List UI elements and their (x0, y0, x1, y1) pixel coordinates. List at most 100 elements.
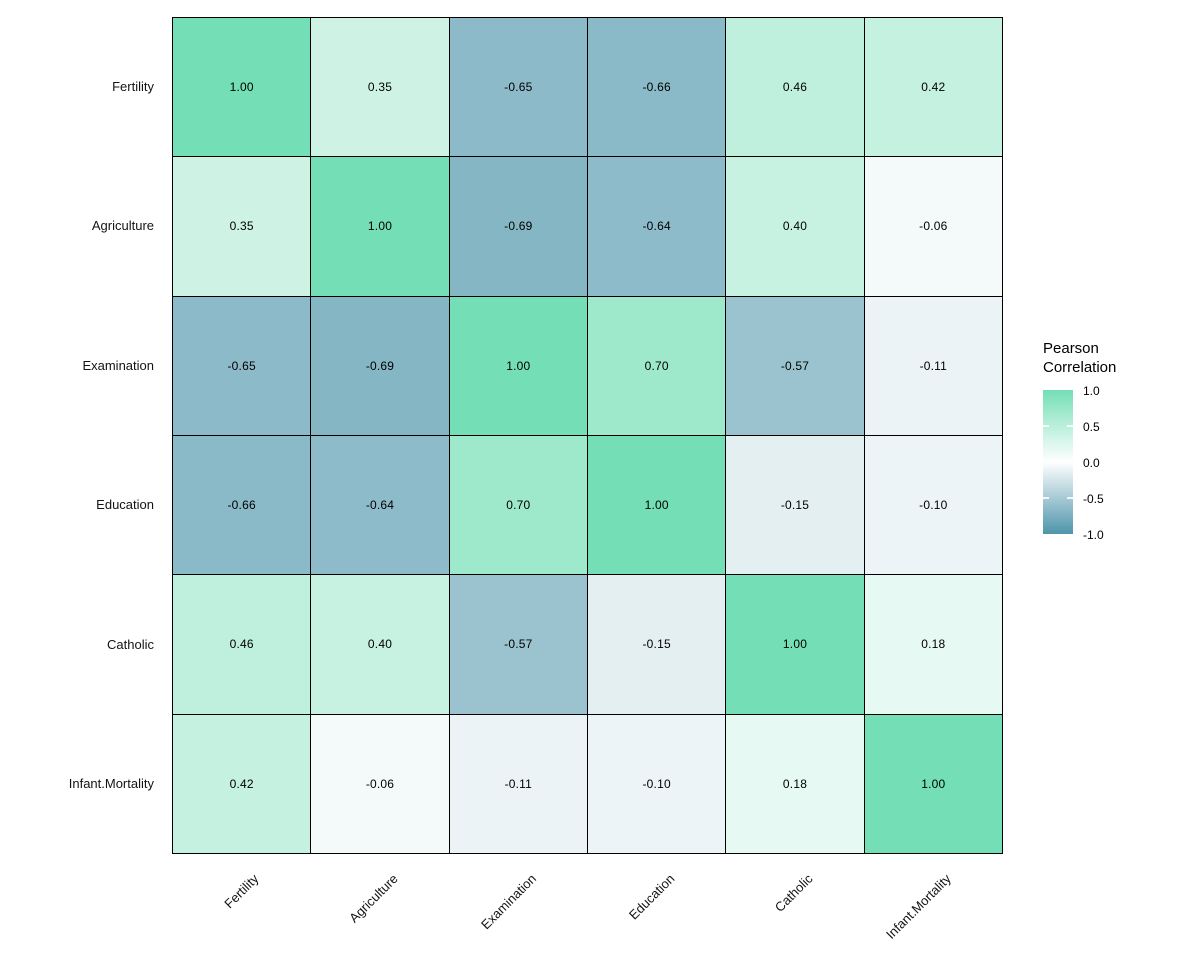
cell-value: -0.10 (919, 498, 948, 513)
heatmap-cell: 0.70 (587, 296, 726, 435)
cell-value: 1.00 (644, 498, 669, 513)
cell-value: 0.70 (644, 358, 669, 373)
heatmap-cell: -0.65 (449, 18, 587, 157)
heatmap-cell: -0.10 (864, 435, 1002, 575)
heatmap-cell: 0.42 (173, 714, 311, 853)
legend-gradient-bar (1043, 390, 1073, 534)
heatmap-cell: 0.40 (311, 575, 449, 714)
y-axis-label: Agriculture (91, 218, 154, 234)
cell-value: -0.69 (365, 358, 395, 373)
cell-value: -0.65 (227, 358, 256, 373)
heatmap-cell: -0.15 (587, 575, 726, 714)
x-axis-label: Examination (477, 871, 539, 933)
cell-value: 0.18 (921, 637, 946, 652)
legend-tick-label: -1.0 (1083, 528, 1104, 542)
heatmap-cell: -0.65 (173, 296, 311, 435)
heatmap-cell: -0.57 (726, 296, 864, 435)
legend-tick-label: 1.0 (1083, 384, 1100, 398)
cell-value: 0.35 (367, 80, 393, 95)
cell-value: 1.00 (782, 637, 808, 652)
x-axis-label: Fertility (221, 871, 262, 912)
heatmap-cell: -0.64 (311, 435, 449, 575)
heatmap-cell: 1.00 (587, 435, 726, 575)
heatmap-cell: 1.00 (864, 714, 1002, 853)
legend-tick-mark (1043, 425, 1049, 427)
cell-value: -0.66 (227, 498, 256, 513)
cell-value: -0.06 (365, 776, 395, 791)
heatmap-cell: -0.15 (726, 435, 864, 575)
cell-value: 0.70 (506, 498, 531, 513)
cell-value: 1.00 (367, 219, 393, 234)
heatmap-cell: -0.11 (449, 714, 587, 853)
legend-tick-mark (1067, 425, 1073, 427)
cell-value: 1.00 (229, 80, 254, 95)
heatmap-cell: 0.46 (173, 575, 311, 714)
heatmap-grid: 1.00 0.35 -0.65 -0.66 0.46 0.42 0.35 1.00 -0.69 -… (172, 17, 1003, 854)
heatmap-cell: 0.35 (173, 157, 311, 296)
heatmap-cell: -0.69 (311, 296, 449, 435)
x-axis-label: Education (625, 871, 678, 923)
heatmap-cell: 1.00 (311, 157, 449, 296)
legend-tick-label: 0.0 (1083, 456, 1100, 470)
heatmap-cell: 0.18 (726, 714, 864, 853)
y-axis-label: Catholic (107, 636, 154, 652)
cell-value: -0.15 (780, 498, 810, 513)
x-axis-label: Infant.Mortality (883, 871, 955, 942)
cell-value: -0.69 (504, 219, 533, 234)
cell-value: 0.35 (229, 219, 254, 234)
heatmap-cell: -0.66 (587, 18, 726, 157)
heatmap-cell: 0.70 (449, 435, 587, 575)
cell-value: 0.42 (229, 776, 254, 791)
cell-value: -0.10 (642, 776, 671, 791)
cell-value: 0.42 (921, 80, 946, 95)
x-axis-label: Agriculture (345, 871, 401, 926)
cell-value: -0.11 (504, 776, 533, 791)
legend-tick-mark (1043, 497, 1049, 499)
legend-tick-mark (1067, 497, 1073, 499)
heatmap-cell: 1.00 (173, 18, 311, 157)
cell-value: 0.40 (367, 637, 393, 652)
cell-value: 1.00 (921, 776, 946, 791)
y-axis-label: Infant.Mortality (68, 776, 154, 792)
heatmap-cell: -0.10 (587, 714, 726, 853)
heatmap-cell: 0.42 (864, 18, 1002, 157)
cell-value: -0.66 (642, 80, 671, 95)
legend-title: Pearson Correlation (1043, 339, 1193, 377)
cell-value: -0.15 (642, 637, 671, 652)
heatmap-cell: 1.00 (449, 296, 587, 435)
heatmap-cell: 1.00 (726, 575, 864, 714)
heatmap-cell: -0.06 (311, 714, 449, 853)
legend-tick-label: 0.5 (1083, 420, 1100, 434)
cell-value: 0.46 (229, 637, 254, 652)
legend: Pearson Correlation 1.0 0.5 0.0 -0.5 -1.0 (1043, 339, 1193, 569)
heatmap-cell: -0.06 (864, 157, 1002, 296)
x-axis-label: Catholic (772, 871, 816, 915)
heatmap-cell: 0.35 (311, 18, 449, 157)
heatmap-cell: -0.66 (173, 435, 311, 575)
cell-value: -0.65 (504, 80, 533, 95)
heatmap-cell: -0.69 (449, 157, 587, 296)
cell-value: 1.00 (506, 358, 531, 373)
heatmap-cell: -0.57 (449, 575, 587, 714)
cell-value: 0.18 (782, 776, 808, 791)
heatmap-cell: -0.64 (587, 157, 726, 296)
cell-value: -0.57 (504, 637, 533, 652)
cell-value: -0.11 (919, 358, 948, 373)
cell-value: 0.46 (782, 80, 808, 95)
cell-value: -0.57 (780, 358, 810, 373)
legend-title-line: Correlation (1043, 359, 1117, 376)
y-axis-label: Examination (82, 357, 154, 373)
heatmap-cell: 0.18 (864, 575, 1002, 714)
cell-value: 0.40 (782, 219, 808, 234)
y-axis-label: Fertility (112, 78, 154, 94)
legend-title-line: Pearson (1043, 340, 1099, 357)
cell-value: -0.64 (365, 498, 395, 513)
heatmap-cell: -0.11 (864, 296, 1002, 435)
legend-tick-label: -0.5 (1083, 492, 1104, 506)
cell-value: -0.06 (919, 219, 948, 234)
heatmap-cell: 0.40 (726, 157, 864, 296)
y-axis-label: Education (96, 497, 154, 513)
heatmap-cell: 0.46 (726, 18, 864, 157)
cell-value: -0.64 (642, 219, 671, 234)
